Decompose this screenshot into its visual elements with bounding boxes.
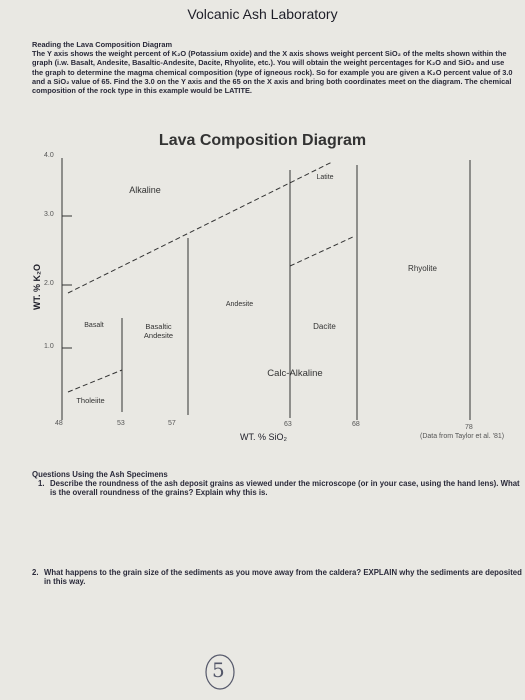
region-label: Alkaline [129,185,161,195]
x-tick: 57 [168,420,176,427]
y-tick: 4.0 [44,152,54,159]
question-text: Describe the roundness of the ash deposi… [50,479,520,498]
region-label: Dacite [313,322,336,331]
x-axis-label: WT. % SiO₂ [240,432,287,442]
x-tick: 63 [284,421,292,428]
region-label: Basaltic Andesite [143,322,174,340]
x-tick: 68 [352,421,360,428]
intro-body: The Y axis shows the weight percent of K… [32,49,513,96]
page-title: Volcanic Ash Laboratory [187,6,338,22]
region-label: Basalt [84,322,104,329]
region-label: Calc-Alkaline [267,368,323,379]
region-label: Andesite [225,301,254,308]
region-label: Latite [316,174,334,181]
intro-heading: Reading the Lava Composition Diagram [32,40,173,49]
handwritten-circle [205,654,235,690]
x-tick: 78 [465,424,473,431]
region-label: Tholeiite [76,396,105,405]
x-tick: 53 [117,420,125,427]
question-text: What happens to the grain size of the se… [44,567,522,586]
y-tick: 3.0 [44,211,54,218]
diagram-lines [61,158,471,420]
y-tick: 2.0 [44,280,54,287]
question-number: 2. [32,567,39,577]
questions-heading: Questions Using the Ash Specimens [32,470,168,479]
source: (Data from Taylor et al. '81) [420,433,505,440]
intro: Reading the Lava Composition Diagram The… [32,40,514,95]
handwritten-annotation: 5 [212,658,225,682]
questions: Questions Using the Ash Specimens 1. Des… [32,470,522,586]
y-tick: 1.0 [44,343,54,350]
y-axis-label: WT. % K₂O [32,264,42,310]
diagram-title: Lava Composition Diagram [158,132,367,149]
question: 1. Describe the roundness of the ash dep… [38,479,522,497]
question: 2. What happens to the grain size of the… [32,568,522,586]
x-tick: 48 [55,420,63,427]
question-number: 1. [38,479,45,489]
region-label: Rhyolite [408,264,437,273]
